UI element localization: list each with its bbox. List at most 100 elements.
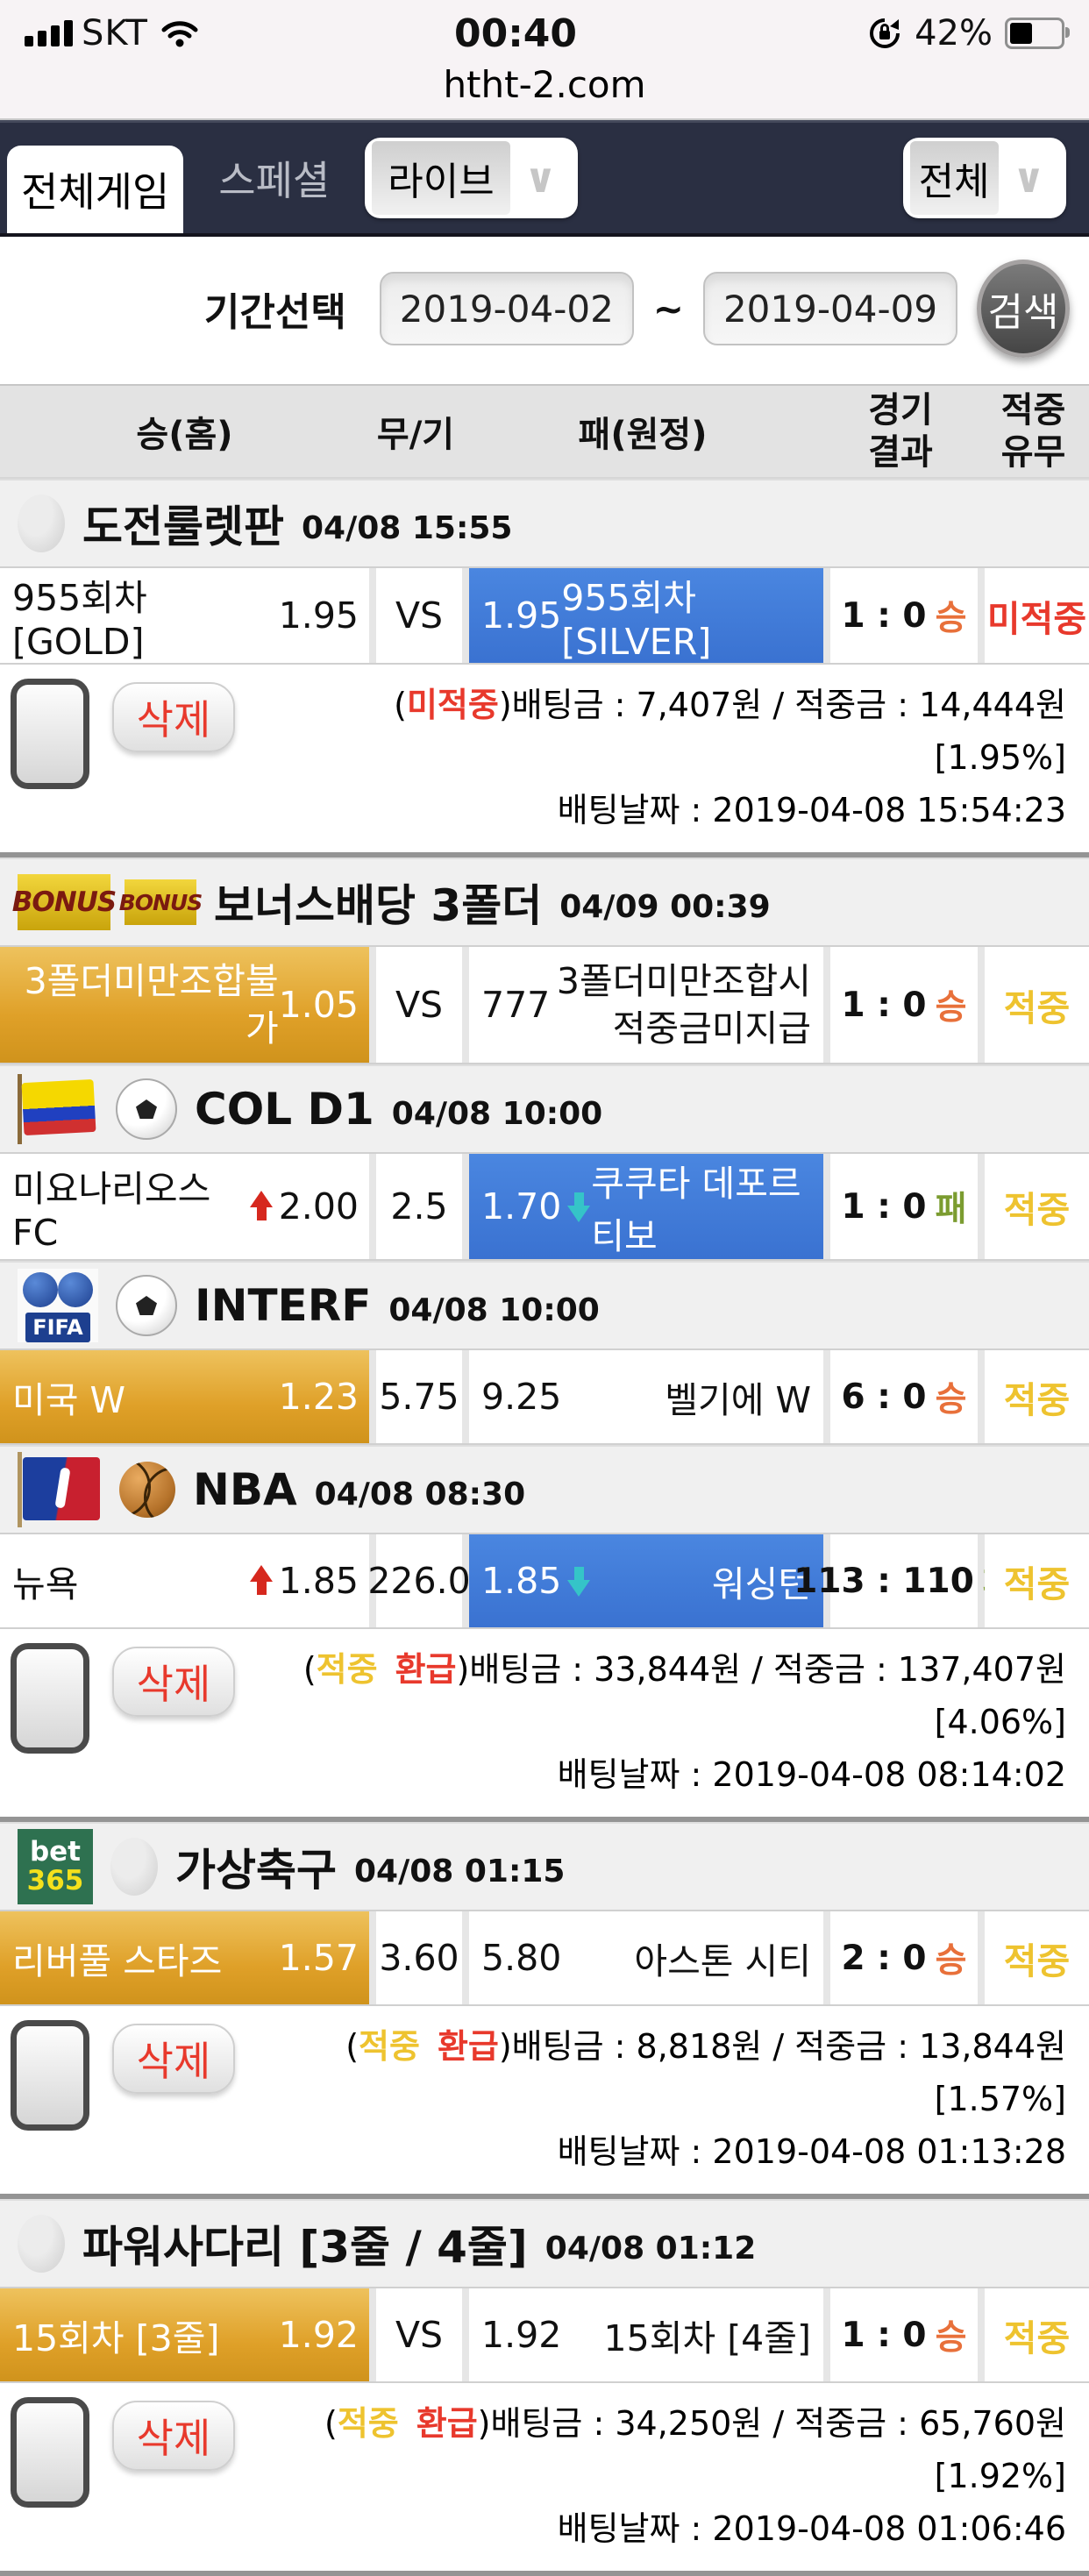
search-button[interactable]: 검색 (977, 260, 1070, 358)
result-cell: 6 : 0 승 (830, 1350, 978, 1443)
bet-row: 리버풀 스타즈 1.57 3.60 5.80 아스톤 시티 2 : 0 승 적중 (0, 1910, 1089, 2006)
header-draw: 무/기 (376, 415, 455, 455)
game-section: bet 365 가상축구 04/08 01:15 리버풀 스타즈 1.57 3.6… (0, 1822, 1089, 2199)
bet365-logo-icon: bet 365 (18, 1829, 93, 1904)
date-to-input[interactable]: 2019-04-09 (703, 272, 957, 345)
bet-summary-text: (미적중)배팅금 : 7,407원 / 적중금 : 14,444원 [1.95%… (258, 679, 1066, 836)
home-cell: 뉴욕 1.85 (0, 1534, 369, 1627)
carrier-label: SKT (82, 13, 148, 53)
delete-button[interactable]: 삭제 (112, 682, 235, 752)
hit-cell: 적중 (985, 1911, 1089, 2004)
section-title: 보너스배당 3폴더 (214, 880, 543, 931)
bet-row: 15회차 [3줄] 1.92 VS 1.92 15회차 [4줄] 1 : 0 승… (0, 2287, 1089, 2383)
draw-cell: 226.0 (367, 1534, 471, 1627)
away-cell: 777 3폴더미만조합시적중금미지급 (469, 947, 823, 1063)
live-select[interactable]: 라이브 ∨ (365, 138, 579, 218)
chevron-down-icon: ∨ (1012, 154, 1045, 202)
bet-summary-text: (적중 환급)배팅금 : 33,844원 / 적중금 : 137,407원 [4.… (258, 1643, 1066, 1801)
right-filter-select[interactable]: 전체 ∨ (902, 138, 1066, 218)
fifa-logo-icon: FIFA (18, 1269, 98, 1342)
section-datetime: 04/08 10:00 (388, 1292, 600, 1328)
address-bar[interactable]: htht-2.com (443, 63, 646, 106)
bet-date: 배팅날짜 : 2019-04-08 15:54:23 (557, 791, 1066, 829)
battery-icon (1005, 18, 1070, 49)
tab-all-games[interactable]: 전체게임 (7, 146, 184, 233)
cellular-signal-icon (25, 20, 73, 46)
odds-down-arrow-icon (566, 1565, 591, 1597)
game-logo-icon (18, 2215, 65, 2273)
table-header: 승(홈) 무/기 패(원정) 경기 결과 적중 유무 (0, 384, 1089, 479)
section-header: BONUS BONUS 보너스배당 3폴더 04/09 00:39 (0, 857, 1089, 945)
battery-percent: 42% (915, 13, 993, 53)
colombia-flag-icon (18, 1074, 98, 1144)
section-title: 도전룰렛판 (82, 502, 284, 552)
away-cell: 9.25 벨기에 W (469, 1350, 823, 1443)
section-header: 도전룰렛판 04/08 15:55 (0, 479, 1089, 566)
section-header: FIFA INTERF 04/08 10:00 (0, 1261, 1089, 1348)
game-section: 도전룰렛판 04/08 15:55 955회차 [GOLD] 1.95 VS 1… (0, 479, 1089, 857)
result-cell: 113 : 110 패 (794, 1534, 1014, 1627)
select-checkbox[interactable] (11, 2397, 89, 2508)
section-header: bet 365 가상축구 04/08 01:15 (0, 1822, 1089, 1910)
bet-summary: 삭제 (미적중)배팅금 : 7,407원 / 적중금 : 14,444원 [1.… (0, 665, 1089, 857)
section-title: 가상축구 (175, 1845, 337, 1896)
section-header: 파워사다리 [3줄 / 4줄] 04/08 01:12 (0, 2199, 1089, 2287)
header-hit: 적중 유무 (1000, 390, 1066, 473)
home-cell-selected: 3폴더미만조합불가 1.05 (0, 947, 369, 1063)
bet-row: 955회차 [GOLD] 1.95 VS 1.95 955회차 [SILVER]… (0, 566, 1089, 665)
section-title: COL D1 (195, 1084, 374, 1135)
soccer-ball-icon (116, 1275, 177, 1336)
wifi-icon (161, 21, 198, 47)
delete-button[interactable]: 삭제 (112, 2401, 235, 2471)
draw-cell: 2.5 (376, 1154, 462, 1259)
section-datetime: 04/08 01:12 (544, 2230, 757, 2266)
draw-cell: VS (376, 2288, 462, 2381)
draw-cell: 5.75 (376, 1350, 462, 1443)
hit-cell: 적중 (985, 947, 1089, 1063)
clock: 00:40 (453, 11, 578, 56)
bet-summary-text: (적중 환급)배팅금 : 34,250원 / 적중금 : 65,760원 [1.9… (258, 2397, 1066, 2555)
live-select-value: 라이브 (372, 141, 510, 215)
ios-top-bar: SKT 00:40 42% htht-2.com (0, 0, 1089, 120)
game-section: FIFA INTERF 04/08 10:00 미국 W 1.23 5.75 9… (0, 1261, 1089, 1445)
home-cell-selected: 리버풀 스타즈 1.57 (0, 1911, 369, 2004)
tilde-separator: ~ (652, 287, 684, 331)
section-title: 파워사다리 [3줄 / 4줄] (82, 2222, 528, 2273)
select-checkbox[interactable] (11, 1643, 89, 1754)
result-badge: 승 (935, 1380, 967, 1420)
date-from-input[interactable]: 2019-04-02 (379, 272, 634, 345)
bet-date: 배팅날짜 : 2019-04-08 01:06:46 (557, 2509, 1066, 2548)
draw-cell: VS (376, 568, 462, 663)
away-cell-selected: 1.85 워싱턴 (469, 1534, 823, 1627)
section-datetime: 04/08 08:30 (314, 1476, 526, 1512)
tab-special[interactable]: 스페셜 (218, 157, 331, 204)
away-cell-selected: 1.95 955회차 [SILVER] (469, 568, 823, 663)
result-badge: 승 (935, 2318, 967, 2358)
delete-button[interactable]: 삭제 (112, 2024, 235, 2094)
select-checkbox[interactable] (11, 2020, 89, 2131)
section-datetime: 04/08 10:00 (391, 1095, 603, 1132)
result-cell: 1 : 0 승 (830, 2288, 978, 2381)
header-away: 패(원정) (578, 415, 708, 455)
hit-cell: 적중 (985, 1534, 1089, 1627)
away-cell: 1.92 15회차 [4줄] (469, 2288, 823, 2381)
bet-row: 뉴욕 1.85 226.0 1.85 워싱턴 113 : 110 패 적중 (0, 1533, 1089, 1629)
game-logo-icon (18, 495, 65, 552)
right-filter-value: 전체 (909, 141, 999, 215)
nba-flag-icon (18, 1452, 102, 1527)
select-checkbox[interactable] (11, 679, 89, 789)
result-badge: 패 (935, 1190, 967, 1229)
home-cell-selected: 15회차 [3줄] 1.92 (0, 2288, 369, 2381)
odds-down-arrow-icon (566, 1191, 591, 1222)
hit-cell: 적중 (985, 1154, 1089, 1259)
result-cell: 2 : 0 승 (830, 1911, 978, 2004)
delete-button[interactable]: 삭제 (112, 1647, 235, 1717)
date-search-row: 기간선택 2019-04-02 ~ 2019-04-09 검색 (0, 237, 1089, 384)
hit-cell: 적중 (985, 2288, 1089, 2381)
section-datetime: 04/09 00:39 (559, 888, 771, 925)
bonus-icon: BONUS (119, 879, 203, 925)
away-cell: 5.80 아스톤 시티 (469, 1911, 823, 2004)
main-nav: 전체게임 스페셜 라이브 ∨ 전체 ∨ (0, 120, 1089, 237)
game-section: 파워사다리 [3줄 / 4줄] 04/08 01:12 15회차 [3줄] 1.… (0, 2199, 1089, 2576)
status-bar: SKT 00:40 42% (0, 0, 1089, 61)
